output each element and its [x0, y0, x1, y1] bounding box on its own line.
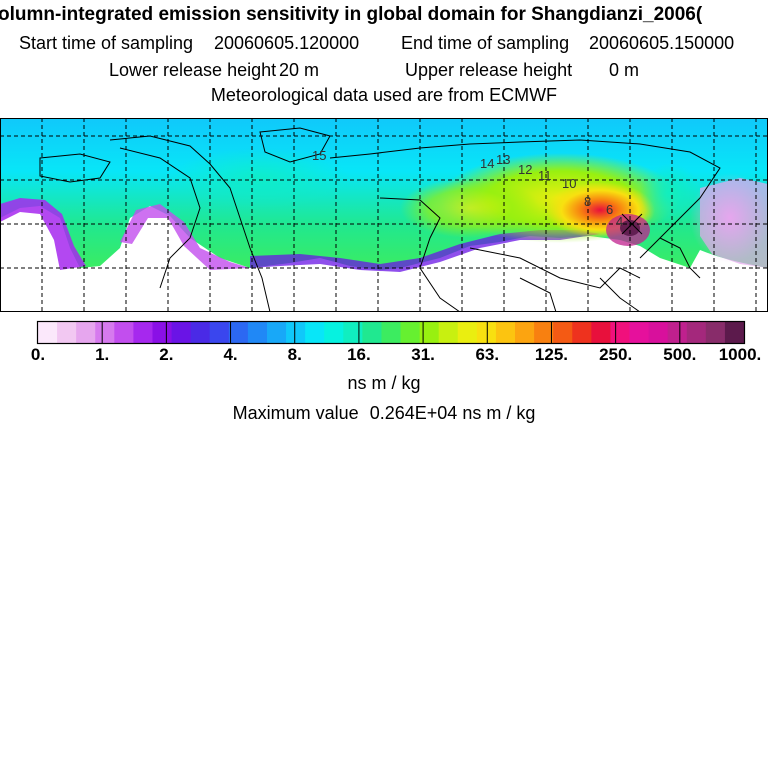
- lower-height-label: Lower release height: [109, 60, 277, 80]
- colorbar-cell: [133, 322, 154, 343]
- colorbar-cell: [515, 322, 535, 343]
- colorbar-cell: [228, 322, 249, 343]
- emission-sensitivity-map: 15 14 13 12 11 10 864: [0, 118, 768, 312]
- end-time-value: 20060605.150000: [589, 33, 735, 53]
- colorbar-tick-label: 16.: [347, 345, 371, 364]
- colorbar-tick-label: 250.: [599, 345, 632, 364]
- plot-title: olumn-integrated emission sensitivity in…: [0, 4, 703, 25]
- colorbar-cell: [457, 322, 478, 343]
- maximum-value-line: Maximum value 0.264E+04 ns m / kg: [0, 403, 768, 424]
- colorbar-tick-label: 8.: [288, 345, 302, 364]
- colorbar-tick-label: 2.: [159, 345, 173, 364]
- max-value: 0.264E+04: [369, 403, 458, 423]
- contour-label: 8: [584, 194, 591, 209]
- colorbar-cell: [572, 322, 592, 343]
- colorbar-tick-label: 31.: [411, 345, 435, 364]
- contour-label: 14: [480, 156, 494, 171]
- colorbar-cell: [419, 322, 440, 343]
- colorbar-cell: [591, 322, 612, 343]
- colorbar-cell: [381, 322, 402, 343]
- colorbar-cell: [95, 322, 115, 343]
- max-label: Maximum value: [232, 403, 359, 423]
- contour-label: 15: [312, 148, 326, 163]
- met-data-line: Meteorological data used are from ECMWF: [210, 85, 558, 105]
- start-time-label: Start time of sampling: [19, 33, 194, 53]
- contour-label: 10: [562, 176, 576, 191]
- colorbar-cell: [534, 322, 554, 343]
- colorbar-frame: [36, 320, 746, 345]
- colorbar-cell: [610, 322, 631, 343]
- colorbar-cell: [553, 322, 573, 343]
- colorbar-tick-label: 63.: [475, 345, 499, 364]
- colorbar-cell: [724, 322, 745, 343]
- lower-height-value: 20 m: [279, 60, 320, 80]
- colorbar-cell: [152, 322, 173, 343]
- contour-label: 12: [518, 162, 532, 177]
- colorbar-cell: [57, 322, 77, 343]
- colorbar-cell: [171, 322, 192, 343]
- colorbar-tick-label: 1.: [95, 345, 109, 364]
- end-time-label: End time of sampling: [401, 33, 570, 53]
- colorbar-cell: [38, 322, 58, 343]
- contour-label: 4: [616, 214, 623, 229]
- colorbar-cell: [667, 322, 688, 343]
- colorbar-cell: [362, 322, 383, 343]
- colorbar-cell: [629, 322, 650, 343]
- start-time-value: 20060605.120000: [214, 33, 360, 53]
- colorbar: 0. 1. 2. 4. 8. 16. 31. 63. 125. 250. 500. 1000.: [31, 320, 762, 364]
- colorbar-cell: [305, 322, 325, 343]
- colorbar-tick-label: 125.: [535, 345, 568, 364]
- colorbar-unit: ns m / kg: [347, 373, 421, 393]
- colorbar-cell: [705, 322, 726, 343]
- colorbar-cell: [324, 322, 344, 343]
- colorbar-cell: [76, 322, 96, 343]
- colorbar-cell: [495, 322, 516, 343]
- contour-label: 6: [606, 202, 613, 217]
- colorbar-cell: [476, 322, 497, 343]
- colorbar-cell: [648, 322, 669, 343]
- colorbar-cell: [190, 322, 211, 343]
- colorbar-tick-label: 0.: [31, 345, 45, 364]
- colorbar-cell: [114, 322, 135, 343]
- colorbar-tick-label: 500.: [663, 345, 696, 364]
- upper-height-value: 0 m: [609, 60, 640, 80]
- max-unit: ns m / kg: [462, 403, 536, 423]
- contour-label: 13: [496, 152, 510, 167]
- colorbar-tick-label: 1000.: [719, 345, 762, 364]
- colorbar-cell: [266, 322, 287, 343]
- upper-height-label: Upper release height: [405, 60, 573, 80]
- colorbar-cell: [343, 322, 363, 343]
- colorbar-cell: [209, 322, 230, 343]
- colorbar-cell: [438, 322, 459, 343]
- colorbar-tick-label: 4.: [223, 345, 237, 364]
- colorbar-cell: [686, 322, 707, 343]
- receptor-marker: [621, 213, 643, 235]
- colorbar-cell: [247, 322, 268, 343]
- graticule: [0, 118, 768, 312]
- contour-label: 11: [538, 168, 552, 183]
- colorbar-cell: [400, 322, 421, 343]
- colorbar-cell: [286, 322, 306, 343]
